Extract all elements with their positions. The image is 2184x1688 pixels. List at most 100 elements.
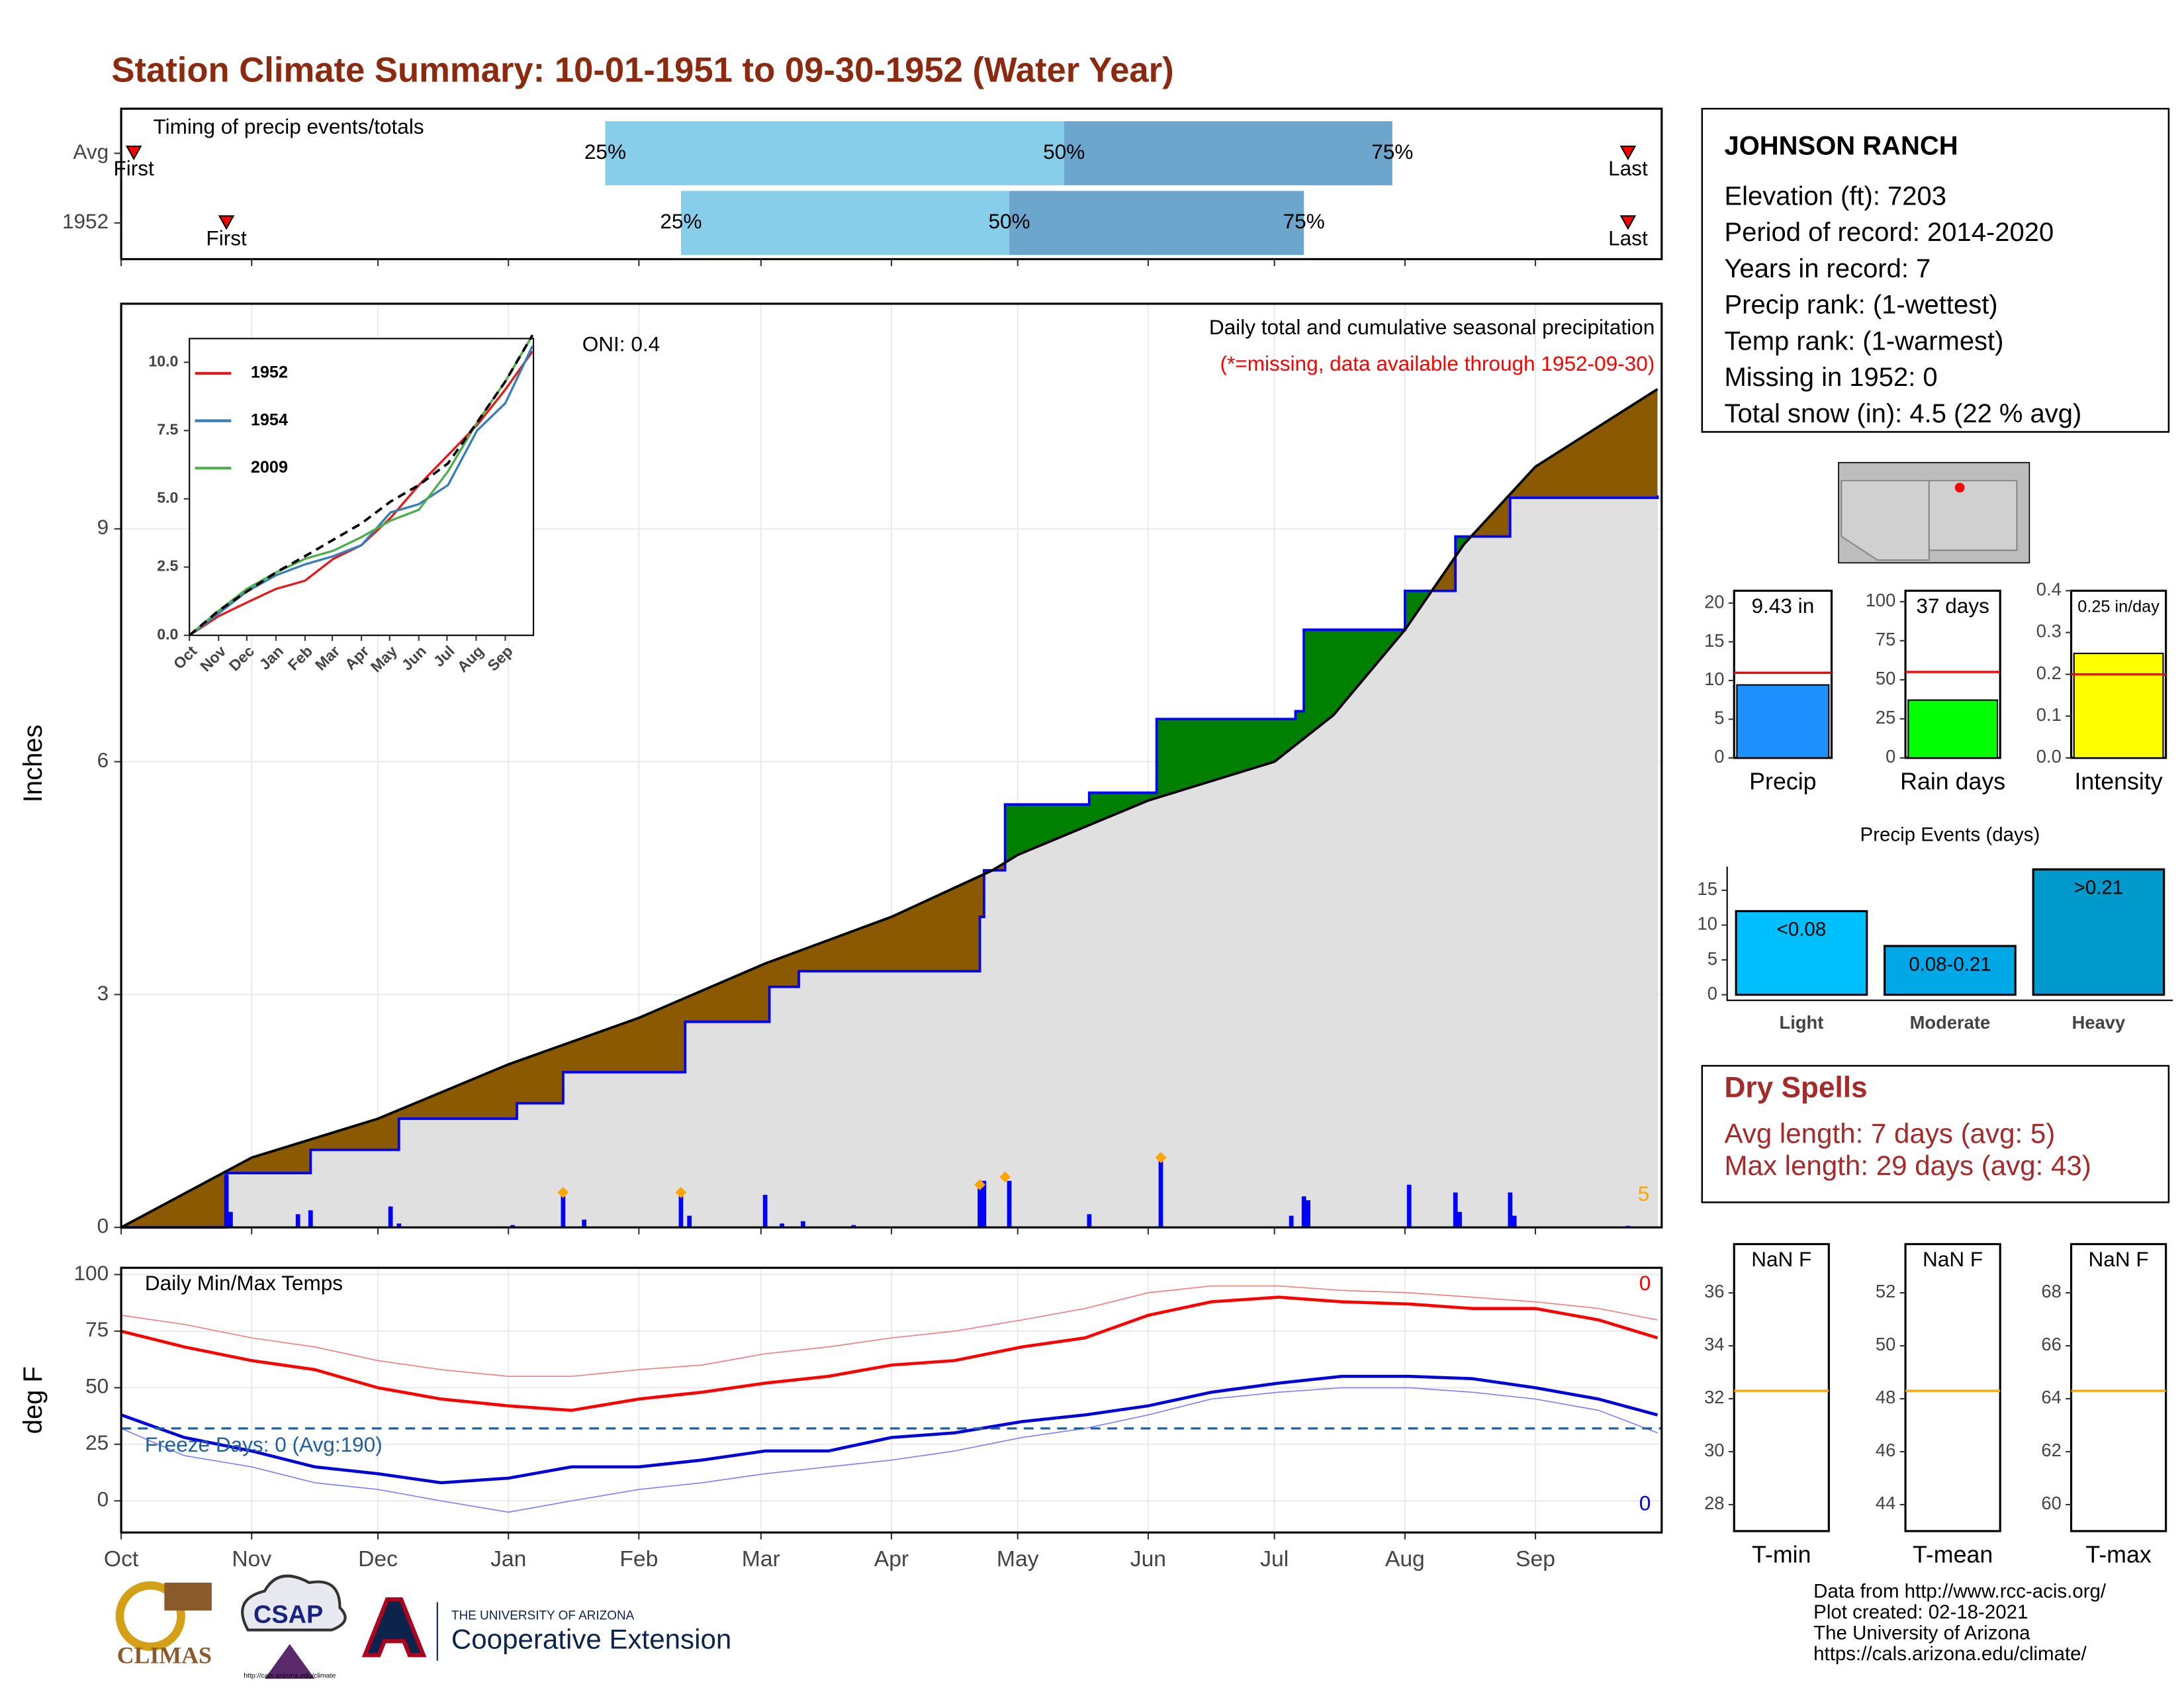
daily-bar <box>851 1225 856 1228</box>
y-tick-label: 0.3 <box>2036 621 2062 641</box>
quartile-bar <box>605 121 1064 185</box>
box-frame <box>1904 1243 2001 1532</box>
box-label: T-min <box>1752 1541 1811 1568</box>
quartile-bar <box>1009 191 1304 256</box>
legend-label: 1954 <box>251 410 288 429</box>
daily-bar <box>1512 1215 1517 1228</box>
y-tick-label: 0 <box>1714 746 1724 767</box>
info-box <box>1701 107 2170 433</box>
temp-line <box>120 1285 1658 1378</box>
timing-marker <box>1619 145 1637 161</box>
box-label: Intensity <box>2074 768 2162 794</box>
x-tick-label: Sep <box>1516 1547 1555 1571</box>
box-label: Rain days <box>1900 768 2005 794</box>
daily-bar <box>228 1211 233 1228</box>
y-axis-title: Inches <box>19 724 48 802</box>
y-tick-label: 5.0 <box>157 489 178 506</box>
y-tick-label: 0.0 <box>2036 746 2062 767</box>
freeze-note: Freeze Days: 0 (Avg:190) <box>145 1432 383 1456</box>
y-tick-label: 6 <box>97 748 109 772</box>
daily-bar <box>396 1223 402 1228</box>
marker-label: Last <box>1608 226 1648 250</box>
daily-bar <box>582 1219 587 1228</box>
value-label: 9.43 in <box>1752 594 1815 618</box>
panel-title: Daily Min/Max Temps <box>145 1271 343 1295</box>
x-tick-label: May <box>997 1547 1039 1571</box>
quantile-label: 50% <box>988 209 1030 233</box>
map <box>1838 461 2030 564</box>
timing-marker <box>125 145 142 161</box>
timing-marker <box>218 215 235 230</box>
daily-bar <box>978 1184 982 1228</box>
dry-spell-box <box>1701 1064 2170 1203</box>
panel-title: Timing of precip events/totals <box>154 115 424 138</box>
quantile-label: 75% <box>1371 140 1413 164</box>
oni: ONI: 0.4 <box>582 332 660 355</box>
y-tick-label: 66 <box>2041 1334 2061 1354</box>
y-tick-label: 0.4 <box>2036 579 2062 600</box>
value-label: 37 days <box>1916 594 1989 618</box>
bin-label: >0.21 <box>2074 877 2124 899</box>
logo-text: http://cals.arizona.edu/climate <box>244 1672 336 1680</box>
value-label: 0.25 in/day <box>2077 597 2160 616</box>
y-tick-label: 0.0 <box>157 626 178 643</box>
daily-bar <box>678 1196 684 1228</box>
y-tick-label: 60 <box>2041 1493 2061 1513</box>
x-tick-label: Dec <box>358 1547 398 1571</box>
axis-line <box>1726 867 2173 1002</box>
y-tick-label: 52 <box>1876 1281 1895 1301</box>
y-axis-title: deg F <box>19 1366 48 1434</box>
y-tick-label: 28 <box>1704 1493 1724 1513</box>
box-label: T-max <box>2085 1541 2151 1568</box>
chart-title: Precip Events (days) <box>1860 824 2040 846</box>
legend-label: 1952 <box>251 363 288 382</box>
station-info: Temp rank: (1-warmest) <box>1724 326 2003 355</box>
y-tick-label: 2.5 <box>157 557 178 575</box>
daily-bar <box>1508 1192 1513 1228</box>
normal-line <box>120 388 1659 1229</box>
station-name: JOHNSON RANCH <box>1724 132 1958 161</box>
bar <box>2073 653 2164 759</box>
dry-spell-info: Max length: 29 days (avg: 43) <box>1724 1150 2091 1181</box>
missing-note: (*=missing, data available through 1952-… <box>1220 352 1655 375</box>
quantile-label: 25% <box>660 209 702 233</box>
y-tick-label: 50 <box>1876 1334 1895 1354</box>
footer-line: The University of Arizona <box>1813 1622 2030 1644</box>
climas-logo <box>115 1581 185 1651</box>
station-info: Precip rank: (1-wettest) <box>1724 291 1997 320</box>
y-tick-label: 10 <box>1704 669 1724 689</box>
temp-line <box>120 1374 1659 1485</box>
y-tick-label: 25 <box>85 1430 109 1454</box>
snow-count: 5 <box>1638 1182 1650 1205</box>
station-info: Period of record: 2014-2020 <box>1724 218 2054 247</box>
station-info: Missing in 1952: 0 <box>1724 363 1937 392</box>
y-tick-label: 100 <box>1866 590 1896 610</box>
logo-text: CSAP <box>253 1601 323 1628</box>
x-tick-label: Jul <box>1260 1547 1289 1571</box>
y-tick-label: 44 <box>1876 1493 1895 1513</box>
y-tick-label: 0.1 <box>2036 704 2062 725</box>
daily-bar <box>1306 1200 1310 1228</box>
bar <box>1907 699 1999 759</box>
y-tick-label: 10.0 <box>148 352 178 369</box>
box-label: Precip <box>1749 768 1816 794</box>
row-label: Avg <box>73 140 109 164</box>
inset-normal-line <box>189 334 534 637</box>
y-tick-label: 0 <box>97 1214 109 1238</box>
y-tick-label: 0.2 <box>2036 663 2062 683</box>
y-tick-label: 7.5 <box>157 421 178 438</box>
daily-bar <box>687 1215 692 1228</box>
bin-label: 0.08-0.21 <box>1909 953 1991 975</box>
y-tick-label: 68 <box>2041 1281 2061 1301</box>
daily-bar <box>981 1180 987 1228</box>
x-tick-label: Jan <box>490 1547 526 1571</box>
y-tick-label: 25 <box>1876 707 1895 727</box>
quantile-label: 50% <box>1043 140 1085 164</box>
y-tick-label: 50 <box>85 1374 109 1398</box>
y-tick-label: 30 <box>1704 1440 1724 1460</box>
box-frame <box>2070 1243 2167 1532</box>
x-tick-label: Mar <box>742 1547 780 1571</box>
inset-line <box>189 334 534 637</box>
min-count: 0 <box>1639 1491 1651 1515</box>
